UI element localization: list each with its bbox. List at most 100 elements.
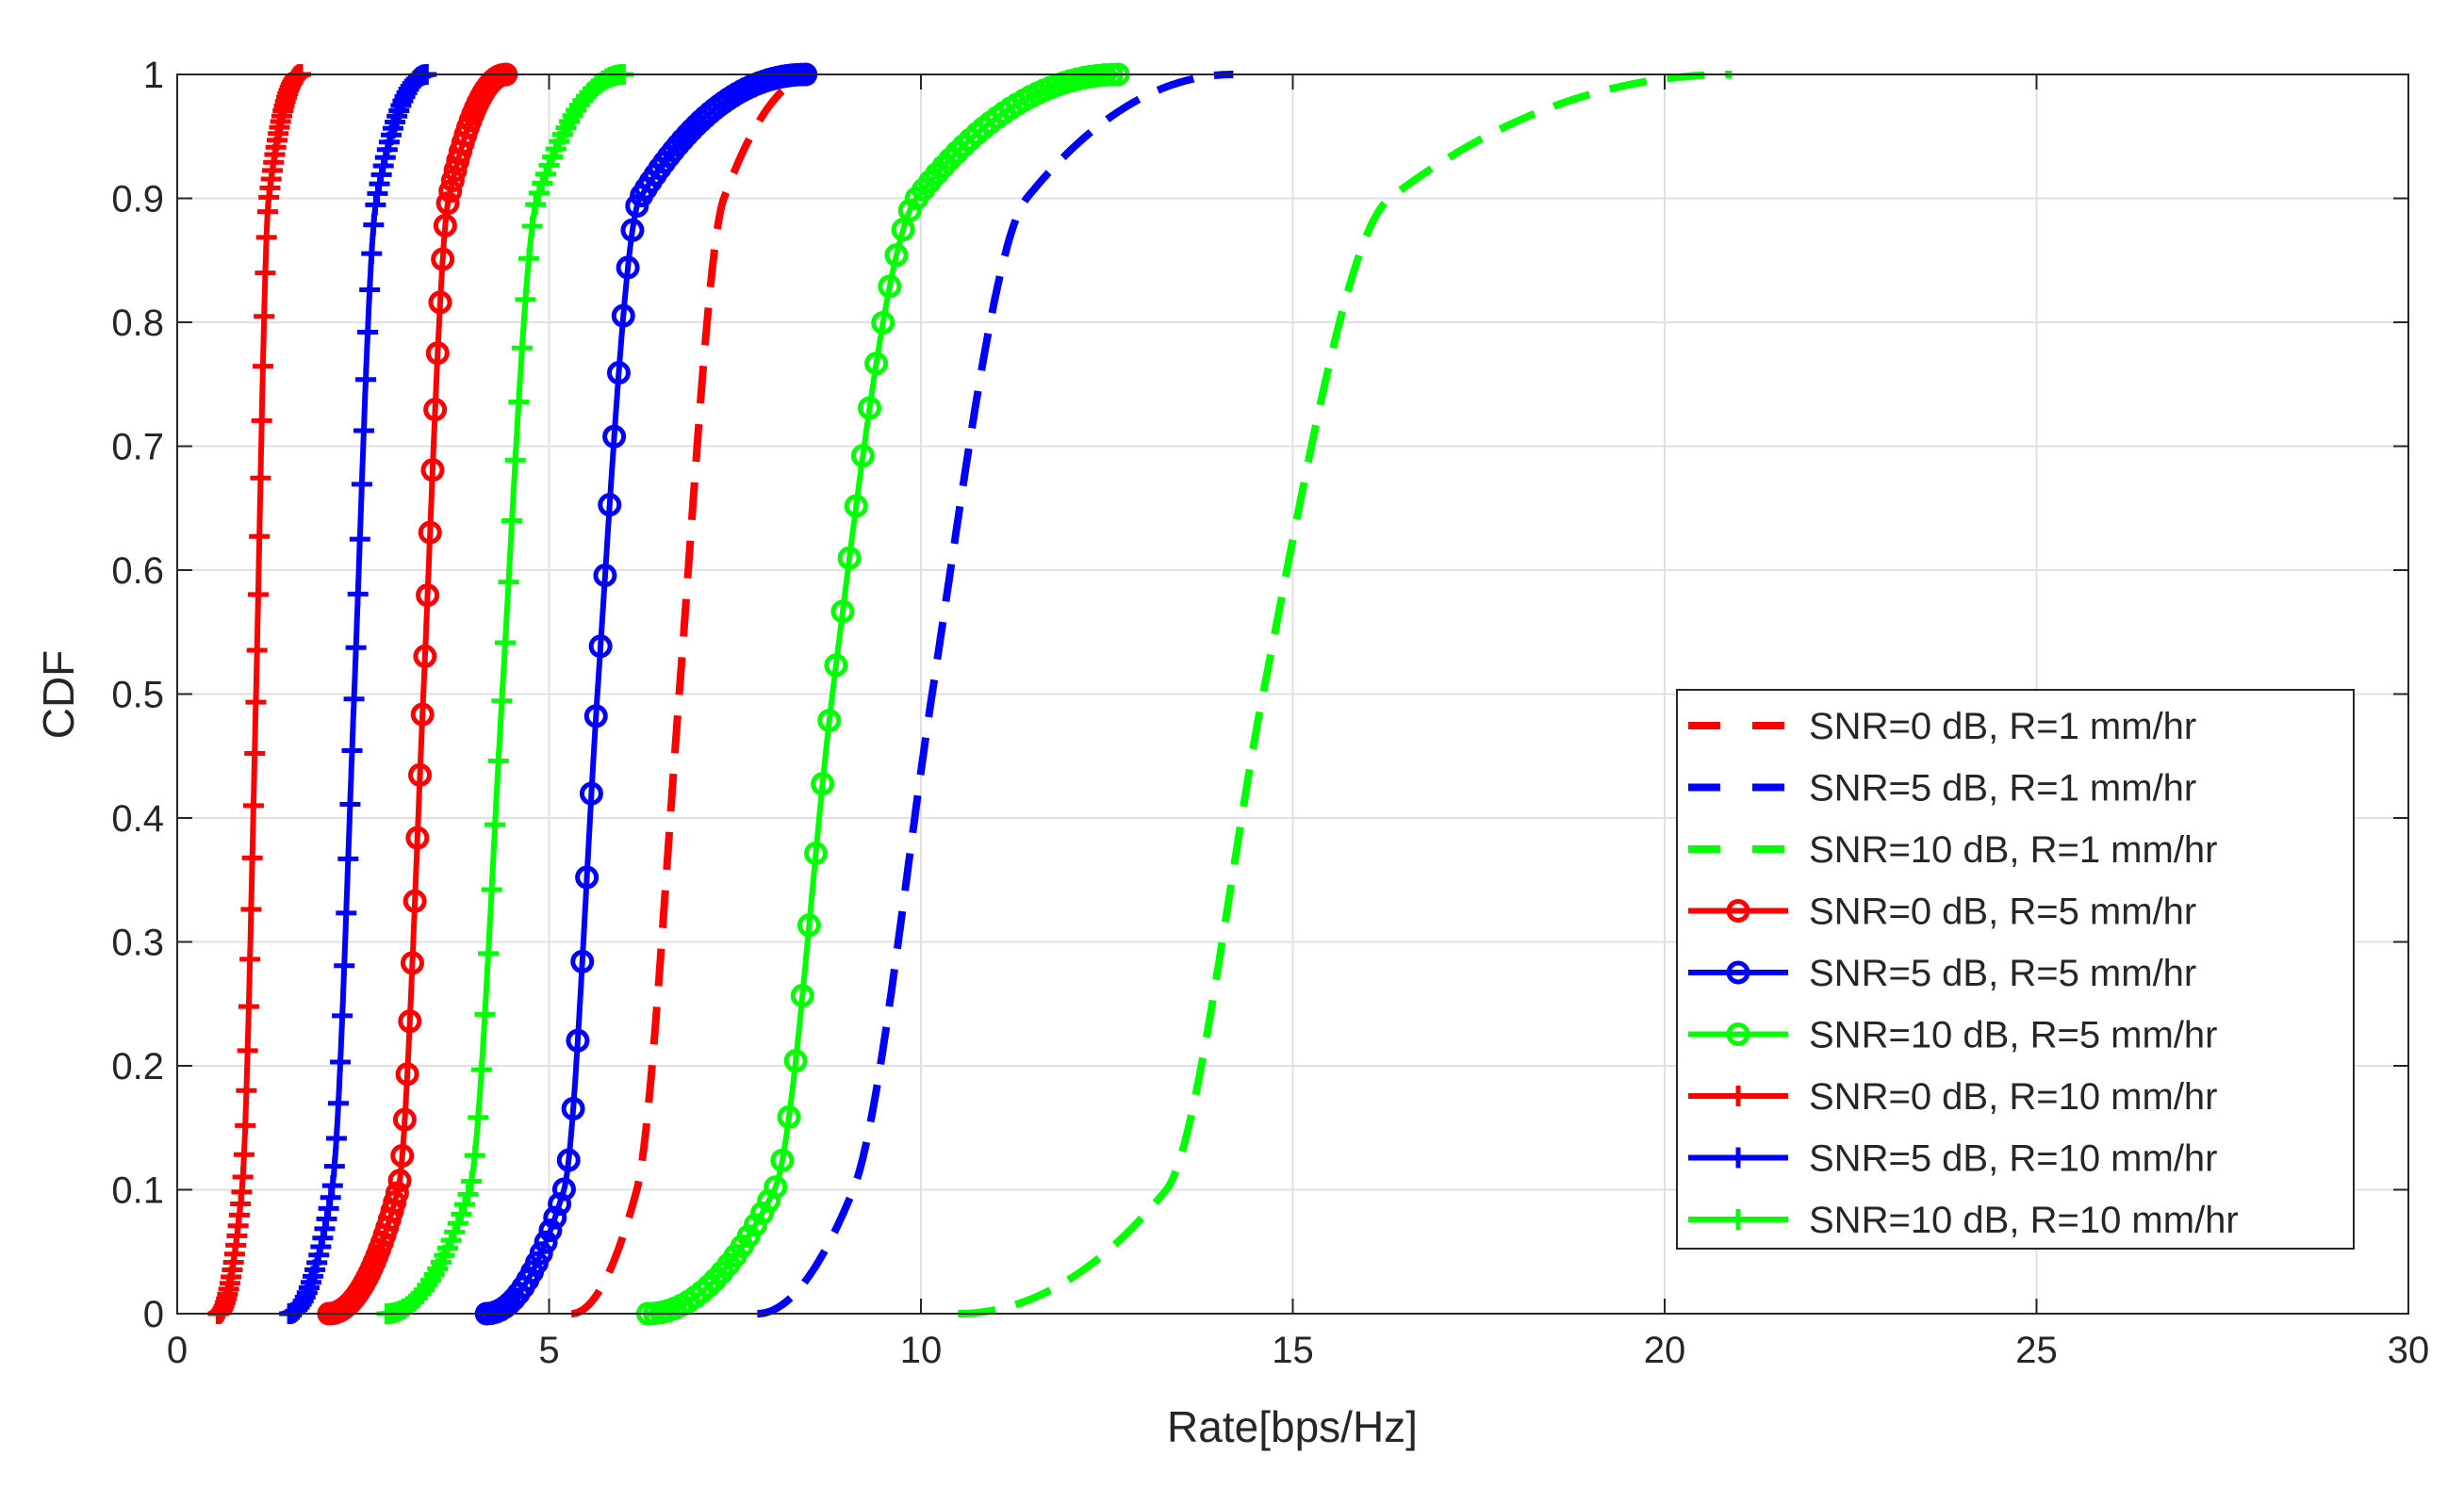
series-marker — [529, 1241, 553, 1266]
series-marker — [461, 1170, 483, 1192]
series-marker — [255, 262, 276, 284]
series-marker — [390, 1143, 415, 1168]
y-axis-label: CDF — [34, 650, 83, 740]
series-marker — [606, 361, 631, 385]
series-marker — [433, 213, 457, 237]
legend-entry: SNR=5 dB, R=10 mm/hr — [1809, 1138, 2218, 1180]
legend-entry: SNR=5 dB, R=1 mm/hr — [1809, 768, 2196, 809]
series-marker — [351, 473, 372, 495]
series-marker — [402, 889, 427, 913]
legend-marker — [1726, 899, 1750, 923]
series-marker — [566, 1028, 590, 1053]
y-tick-label: 0.5 — [111, 675, 164, 716]
series-marker — [236, 1080, 257, 1102]
ticks: 0 5 10 15 20 25 30 0 0.1 0.2 0.3 0.4 0.5 0.6 0.7 0.8 0.9… — [111, 55, 2429, 1371]
series-marker — [797, 913, 821, 938]
series-marker — [363, 214, 385, 236]
series-marker — [251, 410, 272, 432]
series-marker — [511, 337, 533, 359]
y-tick-label: 0.1 — [111, 1170, 164, 1212]
series-marker — [254, 305, 275, 327]
legend-marker — [1728, 1209, 1749, 1230]
series-line — [958, 71, 1732, 1317]
series-marker — [438, 179, 463, 204]
series-marker — [252, 355, 273, 377]
series-marker — [385, 1181, 409, 1205]
series-marker — [345, 637, 367, 659]
y-tick-label: 1 — [143, 55, 164, 96]
series-marker — [602, 424, 627, 449]
series-9 — [376, 64, 634, 1324]
series-marker — [246, 640, 268, 662]
series-marker — [498, 571, 519, 593]
x-tick-label: 15 — [1272, 1330, 1314, 1371]
series-marker — [561, 1097, 585, 1121]
legend: SNR=0 dB, R=1 mm/hr SNR=5 dB, R=1 mm/hr SN… — [1676, 689, 2355, 1250]
series-marker — [528, 182, 550, 204]
series-marker — [790, 984, 814, 1008]
series-marker — [824, 653, 848, 678]
series-marker — [850, 444, 875, 468]
series-marker — [864, 352, 889, 376]
series-marker — [551, 1177, 576, 1202]
series-1 — [571, 71, 817, 1317]
series-marker — [491, 690, 513, 711]
y-tick-label: 0.8 — [111, 303, 164, 344]
series-marker — [244, 743, 266, 764]
series-marker — [515, 288, 536, 310]
series-marker — [525, 193, 547, 215]
legend-entry: SNR=10 dB, R=1 mm/hr — [1809, 829, 2218, 871]
series-marker — [468, 1106, 489, 1128]
series-marker — [247, 583, 269, 605]
series-marker — [395, 1062, 419, 1087]
series-marker — [858, 396, 882, 420]
series-marker — [347, 583, 369, 605]
series-3 — [958, 71, 1732, 1317]
series-marker — [570, 949, 595, 973]
series-marker — [343, 688, 365, 710]
legend-entry: SNR=0 dB, R=5 mm/hr — [1809, 891, 2196, 933]
series-marker — [764, 1175, 788, 1200]
series-marker — [349, 529, 370, 550]
x-tick-label: 25 — [2015, 1330, 2058, 1371]
series-marker — [588, 634, 613, 659]
series-marker — [431, 247, 455, 271]
legend-entry: SNR=10 dB, R=10 mm/hr — [1809, 1200, 2239, 1241]
series-marker — [250, 467, 271, 489]
series-marker — [353, 419, 374, 441]
series-marker — [361, 243, 383, 265]
series-marker — [321, 1175, 343, 1197]
series-marker — [416, 583, 440, 608]
series-marker — [487, 750, 509, 772]
series-marker — [538, 1218, 563, 1243]
x-tick-label: 0 — [167, 1330, 188, 1371]
series-marker — [616, 255, 640, 280]
legend-marker — [1726, 960, 1750, 985]
series-marker — [884, 243, 909, 268]
series-marker — [871, 310, 895, 335]
series-marker — [405, 826, 430, 850]
series-marker — [579, 781, 603, 806]
series-marker — [330, 1051, 352, 1072]
series-marker — [811, 772, 835, 796]
series-4 — [317, 62, 518, 1326]
series-marker — [485, 814, 506, 836]
legend-entry: SNR=5 dB, R=5 mm/hr — [1809, 953, 2196, 994]
series-marker — [255, 226, 277, 248]
series-marker — [239, 948, 261, 970]
series-marker — [453, 1194, 475, 1216]
series-marker — [435, 191, 460, 216]
series-marker — [242, 794, 264, 816]
series-marker — [325, 1128, 347, 1150]
series-marker — [332, 1005, 353, 1026]
series-marker — [504, 450, 526, 471]
y-tick-label: 0.3 — [111, 923, 164, 964]
series-marker — [620, 218, 645, 242]
series-marker — [457, 1184, 479, 1205]
series-marker — [398, 1009, 422, 1034]
y-tick-label: 0.2 — [111, 1046, 164, 1087]
series-marker — [423, 398, 448, 422]
legend-marker — [1728, 1147, 1749, 1169]
x-tick-label: 20 — [1644, 1330, 1686, 1371]
